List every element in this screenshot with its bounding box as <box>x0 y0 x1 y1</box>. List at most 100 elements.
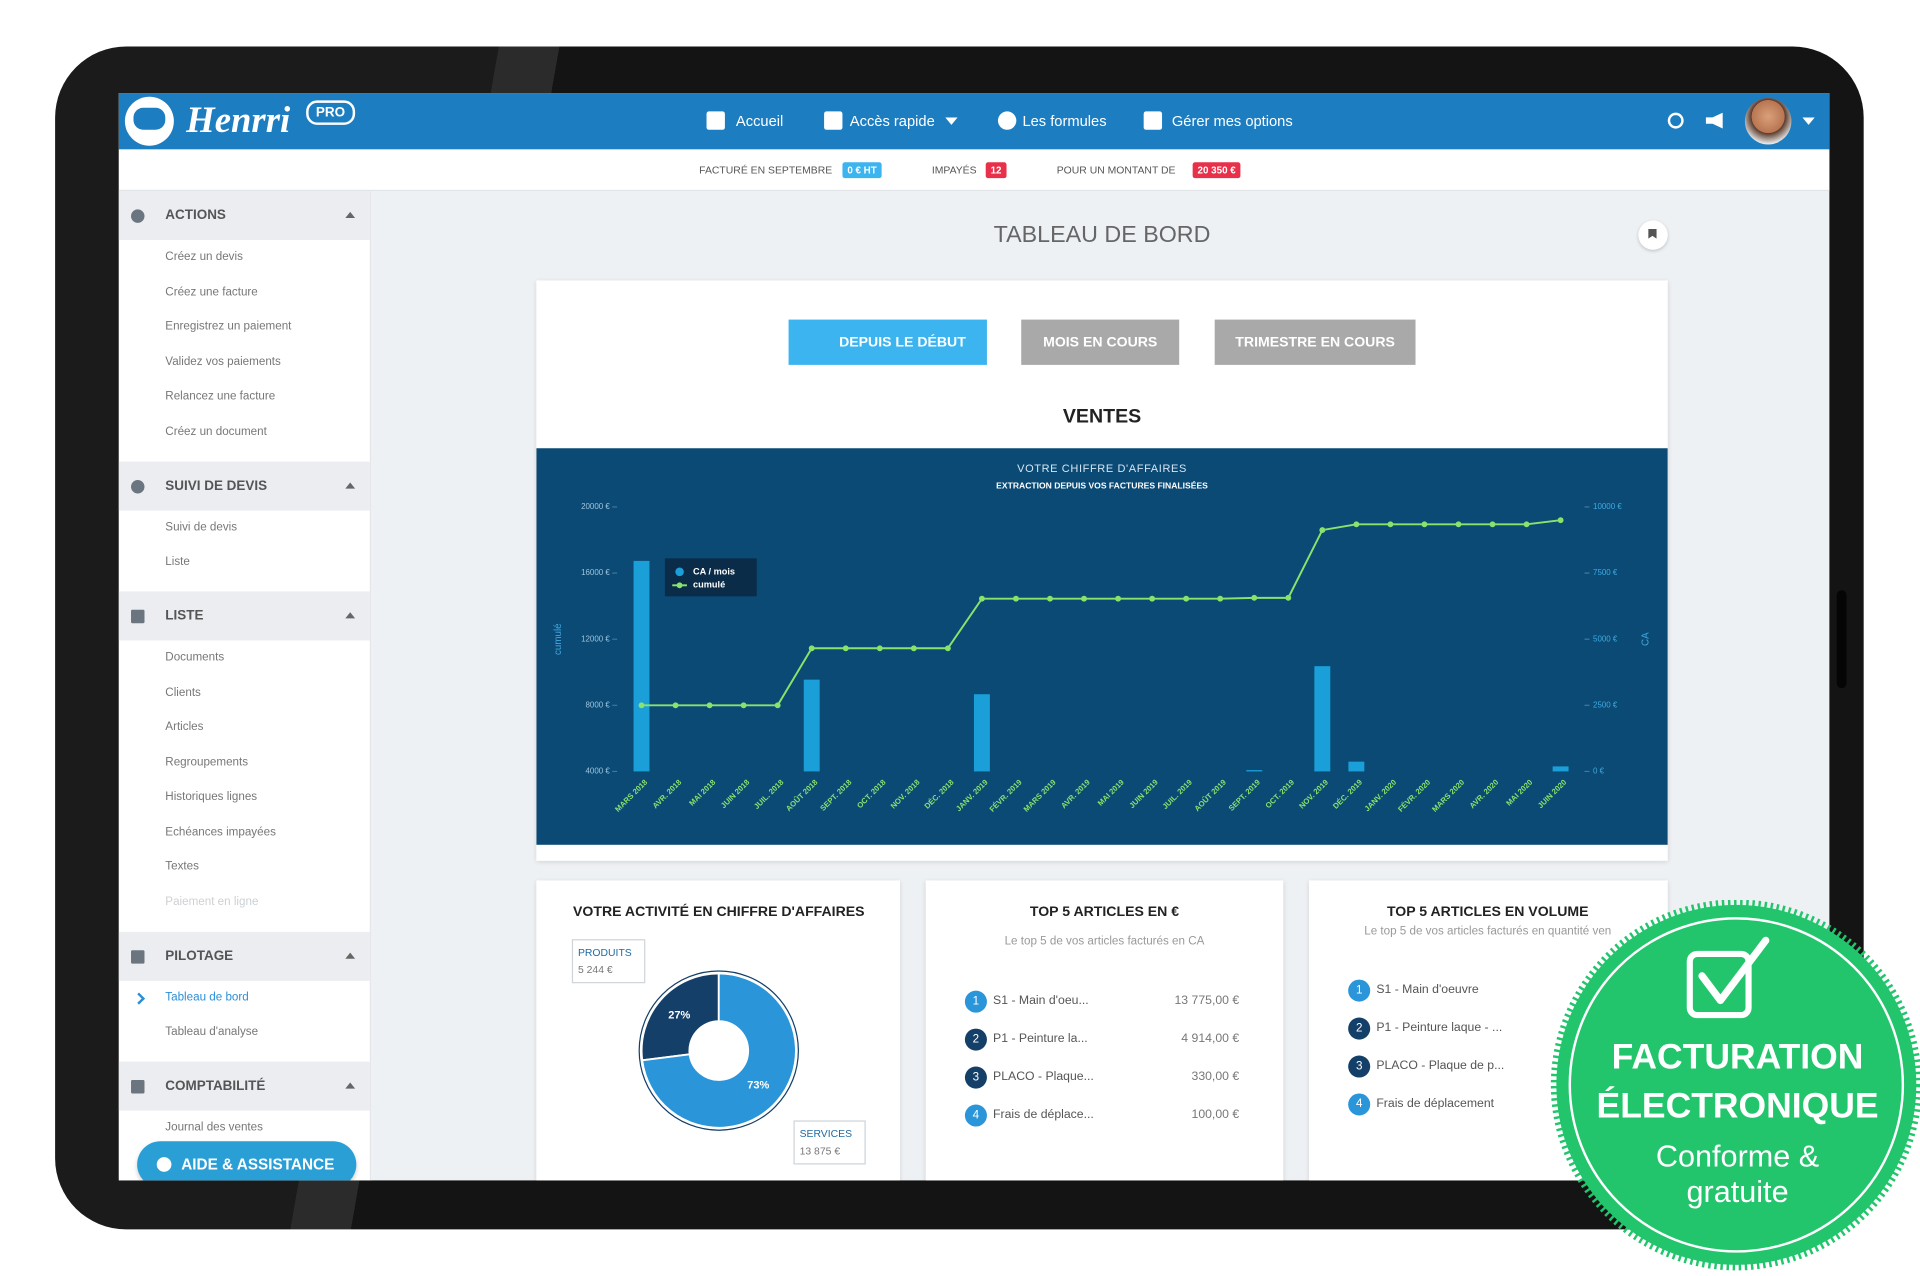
nav-caret <box>945 117 958 125</box>
sidebar-section-icon <box>131 479 145 493</box>
rank-number: 4 <box>1355 1097 1363 1111</box>
search-icon[interactable] <box>1667 112 1684 129</box>
top-ca-card <box>925 880 1284 1181</box>
logo-badge: PRO <box>306 100 355 125</box>
article-name: P1 - Peinture laque - ... <box>1376 1021 1503 1035</box>
bar <box>803 679 820 772</box>
sidebar-section-header[interactable] <box>118 931 370 981</box>
y-tick-label: 4000 € <box>586 767 611 776</box>
bookmark-button[interactable] <box>1638 220 1668 250</box>
sidebar-item[interactable]: Regroupements <box>165 755 249 769</box>
card-title: VOTRE ACTIVITÉ EN CHIFFRE D'AFFAIRES <box>573 904 865 920</box>
legend-label: cumulé <box>693 580 725 590</box>
rank-number: 4 <box>972 1108 980 1122</box>
line-point <box>706 702 713 709</box>
y2-tick-label: 7500 € <box>1593 568 1618 577</box>
nav-icon <box>706 111 725 130</box>
sidebar-section-caret <box>345 211 356 218</box>
line-point <box>808 645 815 652</box>
sidebar-item[interactable]: Articles <box>165 720 204 734</box>
sidebar-section-icon <box>131 209 145 223</box>
nav-item[interactable]: Accès rapide <box>849 112 935 130</box>
donut-slice <box>641 972 797 1129</box>
nav-item[interactable]: Les formules <box>1022 112 1107 130</box>
sidebar-section-caret <box>345 612 356 619</box>
avatar-caret[interactable] <box>1802 117 1815 125</box>
donut-legend-amount: 13 875 € <box>799 1144 841 1157</box>
donut-legend-name: SERVICES <box>799 1127 853 1140</box>
y-axis-title: cumulé <box>553 623 564 655</box>
donut-label: 73% <box>747 1079 769 1091</box>
sidebar-item[interactable]: Journal des ventes <box>165 1120 263 1135</box>
sidebar-item[interactable]: Créez une facture <box>165 285 258 299</box>
sidebar-item[interactable]: Documents <box>165 650 225 664</box>
line-point <box>672 702 679 709</box>
bar <box>1552 766 1569 772</box>
status-bar <box>118 149 1830 192</box>
line-point <box>1353 521 1360 528</box>
sidebar-section-title: SUIVI DE DEVIS <box>165 478 268 493</box>
sidebar-item[interactable]: Validez vos paiements <box>165 354 281 369</box>
sidebar-section-title: COMPTABILITÉ <box>165 1078 266 1094</box>
badge-disc <box>1556 904 1917 1265</box>
article-name: P1 - Peinture la... <box>993 1032 1088 1046</box>
rank-badge <box>1348 1017 1371 1040</box>
line-point <box>1387 521 1394 528</box>
sidebar-item[interactable]: Clients <box>165 685 201 699</box>
sidebar-section-caret <box>345 1082 356 1089</box>
line-point <box>1523 521 1530 528</box>
sidebar <box>118 191 372 1181</box>
filter-label[interactable]: DEPUIS LE DÉBUT <box>839 334 966 350</box>
nav-item[interactable]: Accueil <box>735 112 784 130</box>
logo-text: Henrri <box>186 100 291 141</box>
sidebar-item[interactable]: Relancez une facture <box>165 389 276 404</box>
y2-tick-label: 0 € <box>1593 767 1605 776</box>
filter-button[interactable]: DEPUIS LE DÉBUT <box>788 319 987 365</box>
avatar[interactable] <box>1744 97 1792 145</box>
sidebar-section-header[interactable] <box>118 461 370 511</box>
line-point <box>944 645 951 652</box>
sidebar-section-title: PILOTAGE <box>165 948 234 964</box>
sidebar-item[interactable]: Textes <box>165 859 199 874</box>
badge-ring <box>1568 917 1905 1253</box>
filter-button[interactable]: MOIS EN COURS <box>1021 319 1180 365</box>
sidebar-item[interactable]: Créez un document <box>165 424 267 439</box>
rank-badge <box>964 1028 987 1051</box>
rank-badge <box>1348 1055 1371 1078</box>
sidebar-item[interactable]: Créez un devis <box>165 250 243 264</box>
filter-label[interactable]: MOIS EN COURS <box>1043 334 1158 350</box>
sidebar-section-header[interactable] <box>118 1061 370 1111</box>
y2-axis-title: CA <box>1640 632 1651 646</box>
tablet-button <box>1836 590 1847 689</box>
status-label: FACTURÉ EN SEPTEMBRE <box>699 163 833 177</box>
sidebar-item[interactable]: Enregistrez un paiement <box>165 319 292 334</box>
sidebar-item[interactable]: Tableau de bord <box>165 990 249 1004</box>
sidebar-item[interactable]: Suivi de devis <box>165 520 238 534</box>
line-point <box>842 645 849 652</box>
filter-label[interactable]: TRIMESTRE EN COURS <box>1235 334 1395 350</box>
donut-legend-amount: 5 244 € <box>577 963 613 976</box>
line-point <box>638 702 645 709</box>
sidebar-section-icon <box>131 1080 145 1094</box>
sidebar-section-header[interactable] <box>118 191 370 241</box>
sidebar-item[interactable]: Tableau d'analyse <box>165 1025 259 1039</box>
badge-subtitle: gratuite <box>1686 1175 1788 1209</box>
sidebar-section-header[interactable] <box>118 591 370 641</box>
filter-button[interactable]: TRIMESTRE EN COURS <box>1214 319 1416 365</box>
line-point <box>1455 521 1462 528</box>
sidebar-item[interactable]: Historiques lignes <box>165 790 258 804</box>
chart-subtitle: EXTRACTION DEPUIS VOS FACTURES FINALISÉE… <box>996 480 1208 490</box>
donut-outline <box>638 970 799 1131</box>
sidebar-item[interactable]: Echéances impayées <box>165 825 276 839</box>
sidebar-item[interactable]: Liste <box>165 555 190 569</box>
page-title: TABLEAU DE BORD <box>993 222 1211 248</box>
rank-badge <box>964 1104 987 1127</box>
nav-item[interactable]: Gérer mes options <box>1171 112 1293 130</box>
chart-title: VOTRE CHIFFRE D'AFFAIRES <box>1017 463 1187 475</box>
help-icon <box>156 1157 172 1172</box>
logo-robot-face <box>133 107 166 130</box>
line-point <box>1217 595 1224 602</box>
help-button[interactable]: AIDE & ASSISTANCE <box>137 1141 357 1181</box>
